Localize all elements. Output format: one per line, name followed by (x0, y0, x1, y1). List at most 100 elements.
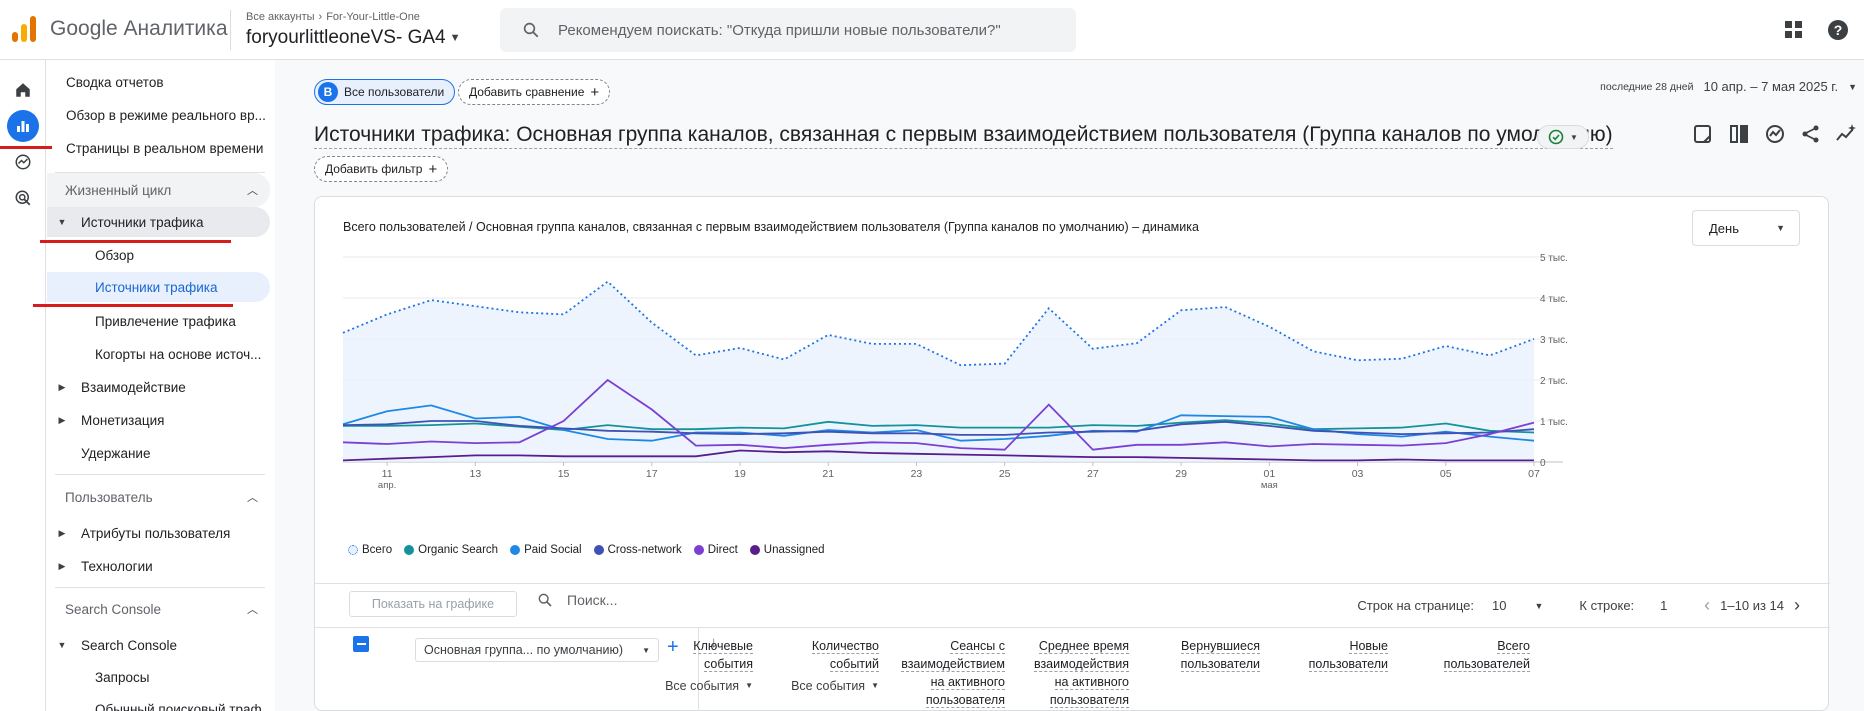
plot-rows-button[interactable]: Показать на графике (349, 591, 517, 617)
series-line-organic-search (343, 419, 1535, 434)
legend-item[interactable]: Cross-network (593, 544, 682, 556)
legend-swatch (749, 545, 760, 555)
legend-item[interactable]: Всего (348, 544, 392, 556)
x-tick-label: 19 (734, 468, 746, 480)
rows-per-page-select[interactable]: 10 ▼ (1492, 598, 1543, 613)
nav-acquisition-overview[interactable]: Обзор (47, 240, 270, 270)
divider (698, 628, 699, 711)
rail-home[interactable] (7, 74, 39, 106)
edit-report-icon[interactable] (1692, 123, 1714, 145)
date-range-picker[interactable]: последние 28 дней 10 апр. – 7 мая 2025 г… (1600, 79, 1857, 94)
nav-realtime-overview[interactable]: Обзор в режиме реального вр... (47, 100, 270, 130)
goto-row-input[interactable]: 1 (1660, 598, 1668, 613)
legend-item[interactable]: Paid Social (510, 544, 582, 556)
event-filter-select[interactable]: Все события ▼ (665, 677, 753, 695)
rail-explore[interactable] (7, 146, 39, 178)
property-selector[interactable]: foryourlittleoneVS- GA4 ▼ (246, 27, 460, 49)
nav-user-acquisition[interactable]: Привлечение трафика (47, 306, 270, 336)
granularity-select[interactable]: День ▼ (1692, 210, 1800, 246)
legend-label: Direct (707, 544, 738, 556)
nav-queries[interactable]: Запросы (47, 662, 270, 692)
legend-swatch (404, 545, 415, 555)
search-bar[interactable]: Рекомендуем поискать: "Откуда пришли нов… (500, 8, 1076, 52)
nav-user-attributes[interactable]: ▶ Атрибуты пользователя (47, 518, 270, 548)
insights-icon[interactable] (1764, 123, 1786, 145)
x-tick-label: 23 (911, 468, 923, 480)
caret-down-icon: ▼ (871, 681, 879, 690)
granularity-value: День (1709, 220, 1739, 236)
table-search[interactable]: Поиск... (537, 592, 617, 608)
nav-traffic-acquisition[interactable]: Источники трафика (47, 272, 270, 302)
metric-column-header[interactable]: Сеансы с взаимодействием на активного польз… (901, 637, 1005, 709)
section-search-console[interactable]: Search Console ︿ (47, 592, 270, 626)
legend-swatch (510, 545, 521, 555)
metric-column-header[interactable]: Среднее время взаимодействия на активного п… (1033, 637, 1129, 709)
rail-reports[interactable] (7, 110, 39, 142)
nav-label: Взаимодействие (81, 379, 186, 395)
explore-icon (15, 154, 31, 170)
compare-icon[interactable] (1728, 123, 1750, 145)
breadcrumb[interactable]: Все аккаунты › For-Your-Little-One (246, 11, 420, 23)
legend-item[interactable]: Direct (693, 544, 738, 556)
legend-swatch (593, 545, 604, 555)
plus-icon: + (428, 160, 438, 178)
add-filter-button[interactable]: Добавить фильтр + (314, 156, 449, 182)
metric-column-header[interactable]: Всего пользователей (1443, 637, 1530, 673)
select-all-checkbox[interactable] (353, 636, 369, 652)
event-filter-select[interactable]: Все события ▼ (791, 677, 879, 695)
nav-acquisition-cohorts[interactable]: Когорты на основе источ... (47, 339, 270, 369)
chevron-left-icon[interactable]: ‹ (1704, 595, 1711, 615)
plus-icon: + (590, 83, 600, 101)
nav-reports-snapshot[interactable]: Сводка отчетов (47, 67, 270, 97)
nav-monetization[interactable]: ▶ Монетизация (47, 405, 270, 435)
search-placeholder: Рекомендуем поискать: "Откуда пришли нов… (558, 21, 1001, 39)
x-tick-label: 27 (1087, 468, 1099, 480)
nav-search-console-group[interactable]: ▼ Search Console (47, 630, 270, 660)
section-lifecycle[interactable]: Жизненный цикл ︿ (47, 173, 270, 207)
metric-column-header[interactable]: Новые пользователи (1308, 637, 1388, 673)
svg-text:?: ? (1834, 22, 1843, 38)
chevron-right-icon[interactable]: › (1794, 595, 1800, 615)
caret-right-icon: ▶ (58, 414, 66, 425)
nav-label: Запросы (95, 669, 150, 685)
primary-dimension-select[interactable]: Основная группа... по умолчанию) ▼ (415, 638, 659, 662)
sort-arrow-icon[interactable]: ↓ (710, 634, 718, 651)
nav-label: Технологии (81, 558, 153, 574)
nav-label: Привлечение трафика (95, 313, 236, 329)
y-tick-label: 2 тыс. (1540, 376, 1568, 387)
metric-column-header[interactable]: Количество событий Все события ▼ (791, 637, 879, 695)
metric-column-header[interactable]: Ключевые события Все события ▼ (665, 637, 753, 695)
nav-tech[interactable]: ▶ Технологии (47, 551, 270, 581)
x-tick-label: 29 (1175, 468, 1187, 480)
metric-column-header[interactable]: Вернувшиеся пользователи (1180, 637, 1260, 673)
add-dimension-icon[interactable]: + (667, 636, 679, 658)
caret-right-icon: ▶ (58, 527, 66, 538)
add-comparison-button[interactable]: Добавить сравнение + (458, 79, 611, 105)
section-user[interactable]: Пользователь ︿ (47, 480, 270, 514)
help-icon[interactable]: ? (1827, 19, 1849, 41)
nav-acquisition-group[interactable]: ▼ Источники трафика (47, 207, 270, 237)
legend-item[interactable]: Unassigned (749, 544, 825, 556)
apps-grid-icon[interactable] (1784, 20, 1804, 40)
legend-item[interactable]: Organic Search (404, 544, 498, 556)
nav-retention[interactable]: Удержание (47, 438, 270, 468)
nav-organic-search-traffic[interactable]: Обычный поисковый траф... (47, 694, 270, 711)
nav-realtime-pages[interactable]: Страницы в реальном времени (47, 133, 270, 163)
event-filter-value: Все события (791, 679, 866, 693)
breadcrumb-all-accounts[interactable]: Все аккаунты (246, 11, 315, 23)
breadcrumb-account[interactable]: For-Your-Little-One (326, 11, 420, 23)
rows-per-page-value: 10 (1492, 598, 1507, 613)
nav-engagement[interactable]: ▶ Взаимодействие (47, 372, 270, 402)
segment-chip[interactable]: B Все пользователи (314, 79, 456, 105)
x-tick-label: 03 (1352, 468, 1364, 480)
share-icon[interactable] (1800, 123, 1822, 145)
trend-sparkle-icon[interactable] (1835, 123, 1857, 145)
rail-advertising[interactable] (7, 182, 39, 214)
segment-label: Все пользователи (344, 85, 445, 99)
analytics-logo[interactable] (10, 14, 38, 44)
column-header-text: Сеансы с (950, 639, 1005, 654)
column-header-text: пользователи (1180, 657, 1260, 672)
x-tick-month-label: мая (1261, 480, 1278, 491)
report-status-selector[interactable]: ▼ (1537, 125, 1589, 149)
